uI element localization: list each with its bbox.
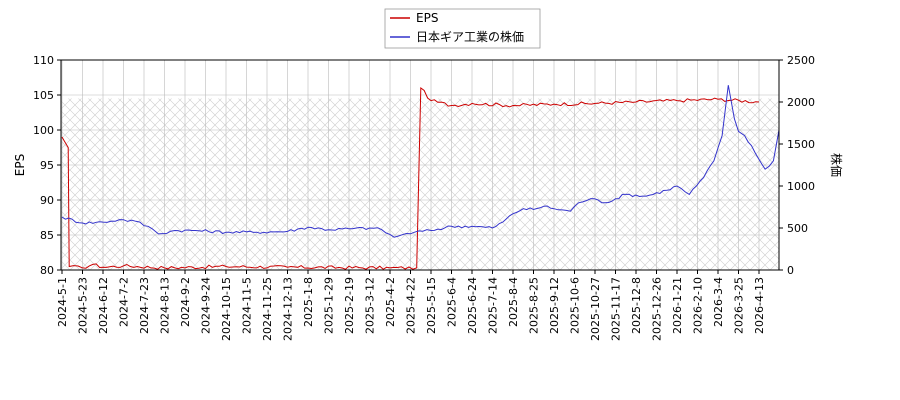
right-axis-label: 株価 [829,153,844,177]
x-tick-label: 2025-6-4 [446,277,459,327]
stock-price-line [61,85,779,238]
x-tick-label: 2025-8-4 [507,277,520,327]
legend-label-eps: EPS [416,11,438,25]
x-tick-label: 2025-11-17 [610,277,623,341]
x-tick-label: 2025-10-27 [589,277,602,341]
x-tick-label: 2026-1-21 [671,277,684,334]
x-tick-label: 2025-1-8 [302,277,315,327]
x-tick-label: 2025-9-12 [548,277,561,334]
legend-label-price: 日本ギア工業の株価 [416,29,524,44]
left-tick-label: 90 [40,194,54,207]
x-tick-label: 2025-10-6 [569,277,582,334]
x-tick-label: 2025-12-8 [630,277,643,334]
legend: EPS 日本ギア工業の株価 [384,8,541,49]
right-tick-label: 500 [787,222,808,235]
x-tick-label: 2025-4-22 [405,277,418,334]
x-tick-label: 2024-5-1 [56,277,69,327]
x-tick-label: 2025-12-26 [651,277,664,341]
x-tick-label: 2025-6-24 [466,277,479,334]
right-tick-label: 1500 [787,138,815,151]
x-tick-label: 2024-10-15 [220,277,233,341]
left-tick-label: 95 [40,159,54,172]
left-tick-label: 85 [40,229,54,242]
left-axis-label: EPS [13,154,27,176]
x-axis-ticks: 2024-5-1 2024-5-23 2024-6-12 2024-7-2 2024-7… [56,270,766,341]
right-tick-label: 2000 [787,96,815,109]
x-tick-label: 2025-7-14 [487,277,500,334]
x-tick-label: 2024-6-12 [97,277,110,334]
x-tick-label: 2024-7-23 [138,277,151,334]
series-lines [61,85,779,270]
x-tick-label: 2025-4-2 [384,277,397,327]
left-tick-label: 100 [33,124,54,137]
x-tick-label: 2024-8-13 [159,277,172,334]
x-tick-label: 2026-4-13 [753,277,766,334]
right-tick-label: 0 [787,264,794,277]
x-tick-label: 2025-8-25 [528,277,541,334]
x-tick-label: 2024-7-2 [118,277,131,327]
x-tick-label: 2024-9-24 [200,277,213,334]
left-tick-label: 110 [33,54,54,67]
x-tick-label: 2025-2-19 [343,277,356,334]
left-tick-label: 105 [33,89,54,102]
right-tick-label: 2500 [787,54,815,67]
x-tick-label: 2025-1-29 [323,277,336,334]
right-tick-label: 1000 [787,180,815,193]
x-tick-label: 2025-5-15 [425,277,438,334]
x-tick-label: 2024-11-5 [241,277,254,334]
right-axis-ticks: 0 500 1000 1500 2000 2500 [779,54,815,277]
x-tick-label: 2026-3-25 [733,277,746,334]
x-tick-label: 2024-11-25 [261,277,274,341]
legend-box [384,8,541,49]
x-tick-label: 2024-5-23 [77,277,90,334]
left-tick-label: 80 [40,264,54,277]
x-tick-label: 2024-12-13 [282,277,295,341]
x-tick-label: 2026-3-4 [712,277,725,327]
x-tick-label: 2024-9-2 [179,277,192,327]
x-tick-label: 2025-3-12 [364,277,377,334]
left-axis-ticks: 80 85 90 95 100 105 110 [33,54,61,277]
x-tick-label: 2026-2-10 [692,277,705,334]
eps-line [61,87,760,270]
